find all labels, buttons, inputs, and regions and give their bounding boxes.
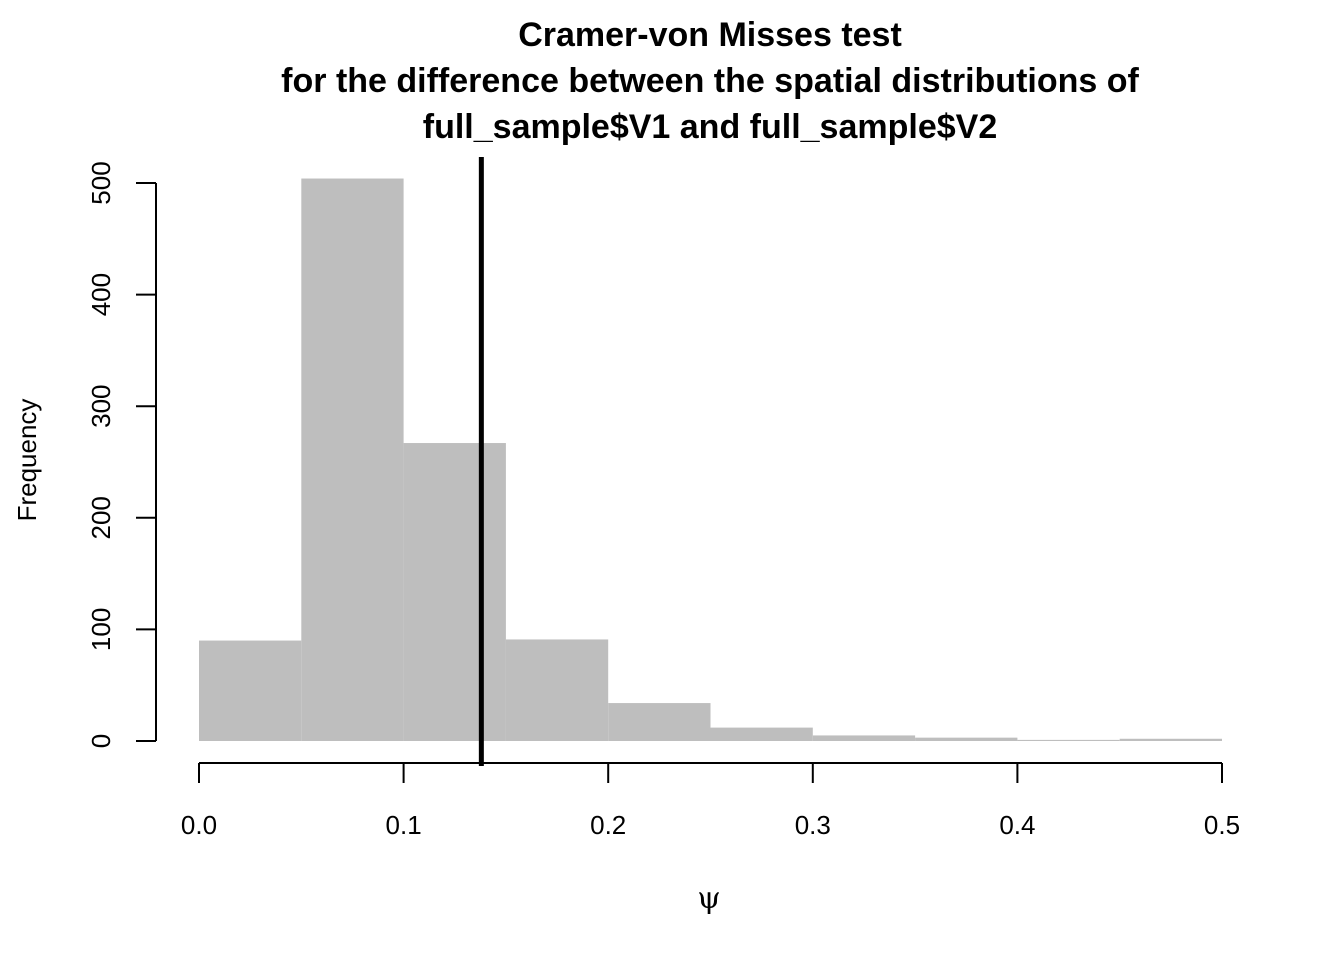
histogram-bar-3 bbox=[403, 443, 506, 741]
x-tick-label: 0.1 bbox=[386, 810, 422, 840]
chart-title: Cramer-von Misses test for the difference… bbox=[281, 16, 1139, 146]
x-tick-label: 0.0 bbox=[181, 810, 217, 840]
histogram-bar-5 bbox=[608, 703, 711, 741]
histogram-bar-4 bbox=[505, 639, 609, 741]
x-tick-label: 0.3 bbox=[795, 810, 831, 840]
chart-title-line-2: for the difference between the spatial d… bbox=[281, 62, 1139, 100]
y-tick-label: 100 bbox=[86, 608, 116, 651]
histogram-bar-1 bbox=[199, 640, 302, 741]
histogram-bar-6 bbox=[710, 727, 813, 741]
chart-title-line-3: full_sample$V1 and full_sample$V2 bbox=[423, 108, 997, 146]
y-tick-label: 300 bbox=[86, 385, 116, 428]
histogram-bar-2 bbox=[301, 178, 404, 741]
histogram-bar-8 bbox=[915, 737, 1018, 741]
x-axis: 0.0 0.1 0.2 0.3 0.4 0.5 bbox=[181, 762, 1240, 840]
x-tick-label: 0.5 bbox=[1204, 810, 1240, 840]
x-axis-label: ψ bbox=[697, 881, 721, 916]
histogram-bar-7 bbox=[812, 735, 916, 741]
chart-title-line-1: Cramer-von Misses test bbox=[518, 16, 902, 54]
y-tick-label: 0 bbox=[86, 734, 116, 748]
y-tick-label: 500 bbox=[86, 161, 116, 204]
x-tick-label: 0.4 bbox=[999, 810, 1035, 840]
y-axis-label: Frequency bbox=[12, 399, 42, 522]
histogram-bars bbox=[199, 178, 1222, 741]
x-tick-label: 0.2 bbox=[590, 810, 626, 840]
histogram-bar-9 bbox=[1017, 739, 1120, 741]
y-tick-label: 200 bbox=[86, 496, 116, 539]
histogram-bar-10 bbox=[1119, 738, 1222, 741]
y-axis: 0 100 200 300 400 500 bbox=[86, 161, 157, 748]
y-tick-label: 400 bbox=[86, 273, 116, 316]
